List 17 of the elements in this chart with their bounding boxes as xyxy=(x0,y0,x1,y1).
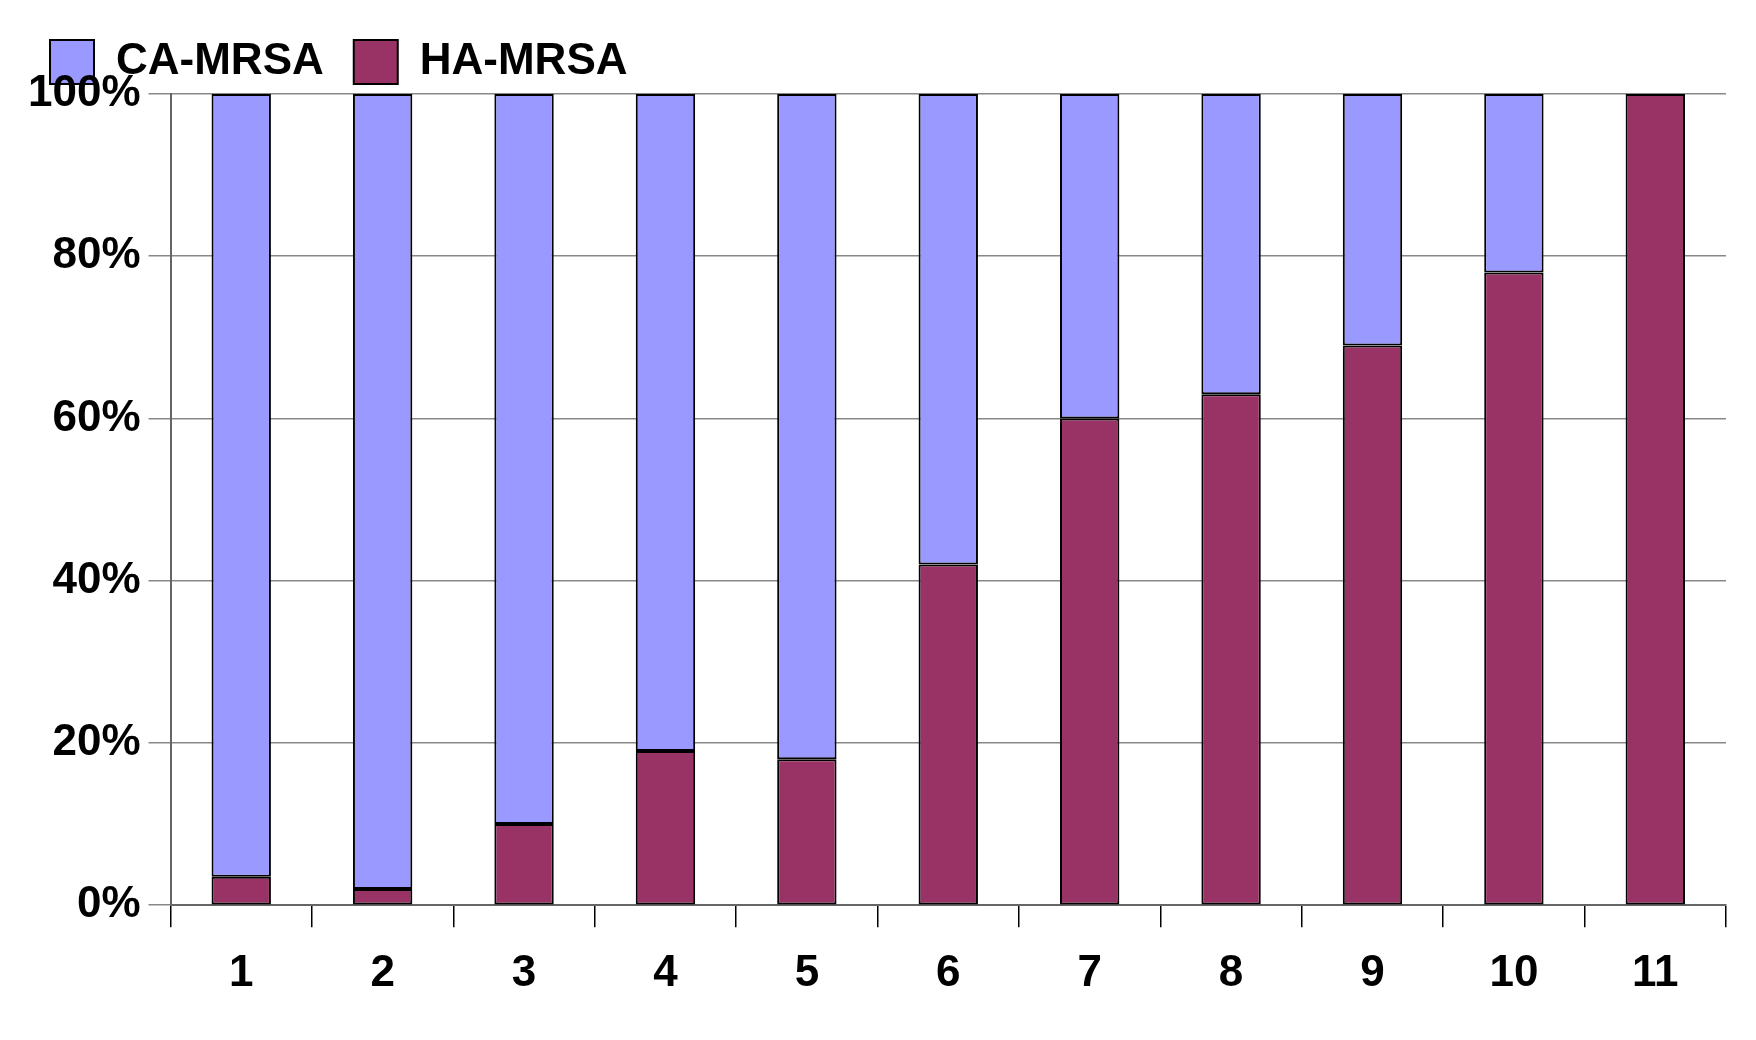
x-tick-label: 11 xyxy=(1632,945,1679,995)
x-tick-label: 7 xyxy=(1077,945,1102,995)
x-tick-label: 1 xyxy=(229,945,254,995)
y-tick-label: 40% xyxy=(52,552,141,602)
x-tick-label: 2 xyxy=(370,945,395,995)
x-tick-label: 10 xyxy=(1489,945,1539,995)
x-tick-label: 8 xyxy=(1218,945,1244,995)
y-tick-label: 60% xyxy=(52,390,141,440)
y-tick-label: 20% xyxy=(52,715,141,765)
legend-label: HA-MRSA xyxy=(419,34,628,84)
x-tick-label: 9 xyxy=(1360,945,1385,995)
x-tick-label: 6 xyxy=(936,945,961,995)
y-tick-label: 80% xyxy=(52,228,141,278)
x-tick-label: 4 xyxy=(653,945,679,995)
x-tick-label: 5 xyxy=(794,945,820,995)
y-tick-label: 0% xyxy=(76,877,141,927)
x-tick-label: 3 xyxy=(511,945,537,995)
